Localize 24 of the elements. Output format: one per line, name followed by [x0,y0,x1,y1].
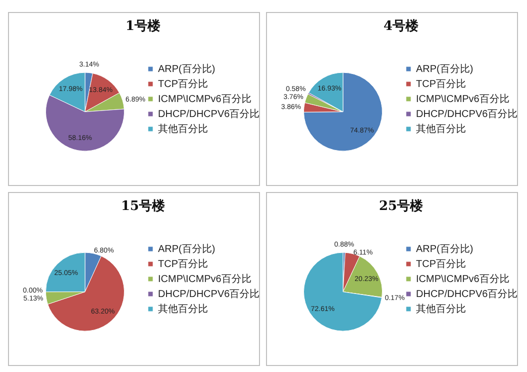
legend-label: 其他百分比 [416,122,466,135]
legend-label: ARP(百分比) [158,242,216,255]
chart-title: 4号楼 [383,19,420,34]
legend-label: DHCP/DHCPV6百分比 [158,108,260,120]
legend-label: TCP百分比 [416,258,466,270]
legend-label: TCP百分比 [158,258,208,270]
legend-label: ICMP\ICMPv6百分比 [416,92,510,105]
chart-title: 15号楼 [120,199,166,214]
legend-label: ICMP\ICMPv6百分比 [158,272,252,285]
legend-label: 其他百分比 [158,122,208,135]
legend-label: ARP(百分比) [416,62,474,75]
legend-label: DHCP/DHCPV6百分比 [416,108,518,120]
legend-label: TCP百分比 [158,78,208,90]
legend-label: ICMP\ICMPv6百分比 [416,272,510,285]
legend-label: TCP百分比 [416,78,466,90]
legend-label: DHCP/DHCPV6百分比 [416,288,518,300]
legend-label: ARP(百分比) [158,62,216,75]
legend-label: DHCP/DHCPV6百分比 [158,288,260,300]
chart-title: 1号楼 [125,19,162,34]
legend-label: ICMP\ICMPv6百分比 [158,92,252,105]
legend-label: 其他百分比 [416,302,466,315]
chart-title: 25号楼 [378,199,424,214]
legend-label: ARP(百分比) [416,242,474,255]
legend-label: 其他百分比 [158,302,208,315]
